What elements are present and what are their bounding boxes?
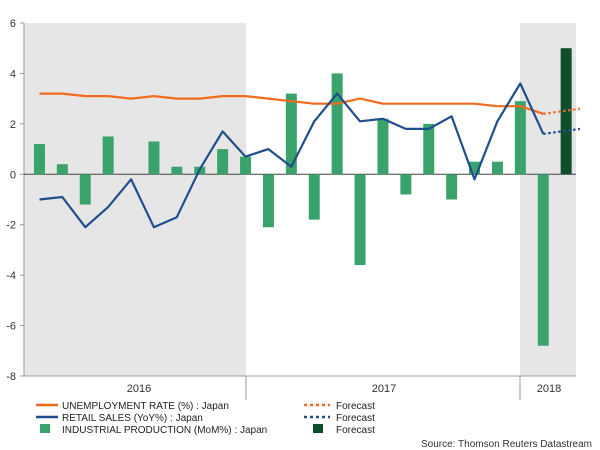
year-label-2016: 2016 xyxy=(127,383,151,395)
industrial-bar-11 xyxy=(285,93,297,175)
legend-label-unemployment: UNEMPLOYMENT RATE (%) : Japan xyxy=(62,401,229,412)
industrial-bar-17 xyxy=(423,123,435,175)
y-tick-label-7: -8 xyxy=(6,371,16,383)
industrial-bar-14 xyxy=(354,174,366,266)
retail-sales-line xyxy=(39,82,545,229)
unemployment-line xyxy=(39,92,544,115)
year-label-2017: 2017 xyxy=(372,383,396,395)
legend: UNEMPLOYMENT RATE (%) : Japan Forecast R… xyxy=(36,401,375,436)
unemployment-forecast-line xyxy=(543,107,581,115)
y-axis: 6 4 2 0 -2 -4 -6 -8 xyxy=(6,18,576,383)
industrial-bar-8 xyxy=(217,149,229,175)
line-series xyxy=(39,82,581,229)
y-tick-label-0: 6 xyxy=(10,18,16,30)
industrial-bar-3 xyxy=(102,136,114,175)
industrial-bar-10 xyxy=(262,174,274,228)
y-tick-label-3: 0 xyxy=(10,169,16,181)
legend-label-unemployment-forecast: Forecast xyxy=(336,401,375,412)
legend-swatch-industrial-forecast xyxy=(313,424,323,433)
shaded-periods xyxy=(24,23,576,376)
industrial-bar-0 xyxy=(33,144,45,175)
industrial-bar-22 xyxy=(537,174,549,346)
legend-label-retail-forecast: Forecast xyxy=(336,413,375,424)
industrial-bar-12 xyxy=(308,174,320,220)
legend-label-industrial: INDUSTRIAL PRODUCTION (MoM%) : Japan xyxy=(62,425,267,436)
industrial-bar-20 xyxy=(491,161,503,175)
industrial-bar-9 xyxy=(240,156,252,175)
industrial-production-bars xyxy=(33,48,572,346)
year-label-2018: 2018 xyxy=(537,383,561,395)
y-tick-label-6: -6 xyxy=(6,321,16,333)
x-axis: 2016 2017 2018 xyxy=(24,375,576,400)
industrial-bar-13 xyxy=(331,73,343,175)
legend-swatch-industrial xyxy=(40,424,50,433)
industrial-bar-18 xyxy=(446,174,458,200)
industrial-bar-15 xyxy=(377,118,389,175)
industrial-bar-2 xyxy=(79,174,91,205)
shade-2016 xyxy=(24,23,246,376)
industrial-bar-6 xyxy=(171,166,183,175)
industrial-bar-16 xyxy=(400,174,412,195)
y-tick-label-4: -2 xyxy=(6,220,16,232)
industrial-bar-21 xyxy=(514,101,526,175)
y-tick-label-2: 2 xyxy=(10,119,16,131)
y-tick-label-1: 4 xyxy=(10,68,16,80)
y-tick-label-5: -4 xyxy=(6,270,16,282)
industrial-bar-5 xyxy=(148,141,160,175)
industrial-bar-19 xyxy=(469,161,481,175)
legend-label-industrial-forecast: Forecast xyxy=(336,425,375,436)
retail-sales-forecast-line xyxy=(543,127,581,135)
industrial-forecast-bar-0 xyxy=(560,48,572,175)
legend-label-retail: RETAIL SALES (YoY%) : Japan xyxy=(62,413,203,424)
source-note: Source: Thomson Reuters Datastream xyxy=(421,439,592,450)
industrial-bar-1 xyxy=(56,164,68,175)
